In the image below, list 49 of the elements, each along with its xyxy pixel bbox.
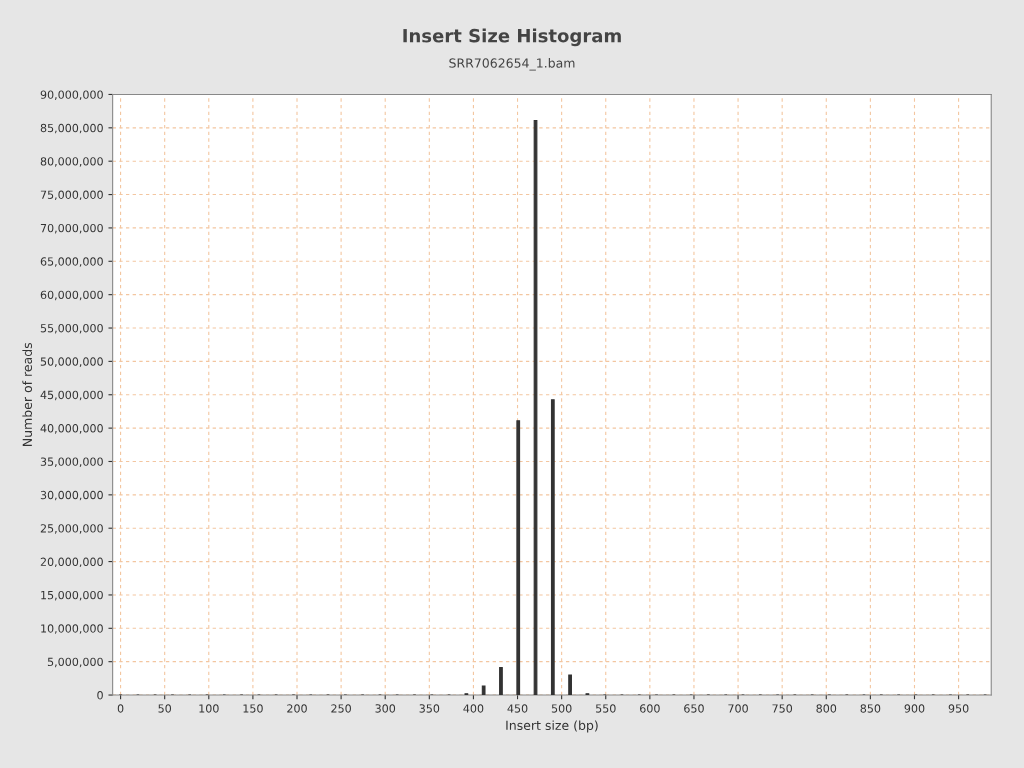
bar — [550, 399, 555, 696]
y-tick-label: 65,000,000 — [40, 257, 103, 267]
y-tick-label: 55,000,000 — [40, 324, 103, 334]
y-tick-label: 70,000,000 — [40, 223, 103, 234]
y-tick-label: 30,000,000 — [40, 490, 103, 501]
x-tick-label: 500 — [551, 704, 572, 713]
y-tick-label: 90,000,000 — [40, 90, 103, 100]
x-tick-label: 750 — [772, 704, 793, 713]
y-axis-title: Number of reads — [22, 342, 33, 446]
y-tick-label: 45,000,000 — [40, 390, 103, 401]
chart-subtitle: SRR7062654_1.bam — [449, 58, 575, 71]
y-tick-label: 40,000,000 — [40, 424, 103, 434]
bar — [568, 674, 572, 696]
x-tick-label: 600 — [640, 704, 660, 713]
y-tick-label: 25,000,000 — [40, 524, 103, 534]
x-tick-label: 250 — [331, 704, 351, 713]
x-tick-label: 300 — [375, 704, 396, 713]
y-tick-label: 0 — [97, 691, 103, 700]
y-tick-label: 10,000,000 — [41, 624, 103, 634]
x-tick-label: 50 — [158, 704, 172, 713]
x-tick-label: 450 — [507, 704, 528, 713]
x-tick-label: 200 — [287, 704, 307, 713]
x-tick-label: 650 — [684, 704, 704, 713]
y-tick-label: 75,000,000 — [40, 190, 103, 201]
y-tick-label: 35,000,000 — [40, 457, 103, 467]
x-tick-label: 950 — [948, 704, 969, 713]
x-tick-label: 700 — [728, 704, 748, 713]
y-tick-label: 5,000,000 — [47, 657, 103, 668]
y-tick-label: 15,000,000 — [41, 590, 103, 601]
y-tick-label: 85,000,000 — [40, 123, 103, 134]
y-tick-label: 60,000,000 — [40, 290, 103, 301]
x-tick-label: 800 — [816, 704, 837, 713]
y-tick-label: 20,000,000 — [40, 557, 103, 568]
x-tick-label: 550 — [596, 704, 616, 713]
x-tick-label: 400 — [463, 704, 484, 713]
x-tick-label: 100 — [199, 704, 219, 713]
bar — [499, 667, 503, 696]
bar — [516, 420, 521, 696]
x-tick-label: 350 — [419, 704, 440, 713]
y-tick-label: 80,000,000 — [40, 157, 103, 167]
x-tick-label: 150 — [243, 704, 263, 713]
x-tick-label: 850 — [860, 704, 881, 713]
x-tick-label: 0 — [117, 704, 124, 713]
x-axis-title: Insert size (bp) — [506, 720, 598, 733]
bar — [533, 119, 538, 696]
x-tick-label: 900 — [904, 704, 925, 713]
y-tick-label: 50,000,000 — [40, 357, 103, 367]
bar — [481, 685, 486, 696]
chart-title: Insert Size Histogram — [403, 28, 621, 47]
